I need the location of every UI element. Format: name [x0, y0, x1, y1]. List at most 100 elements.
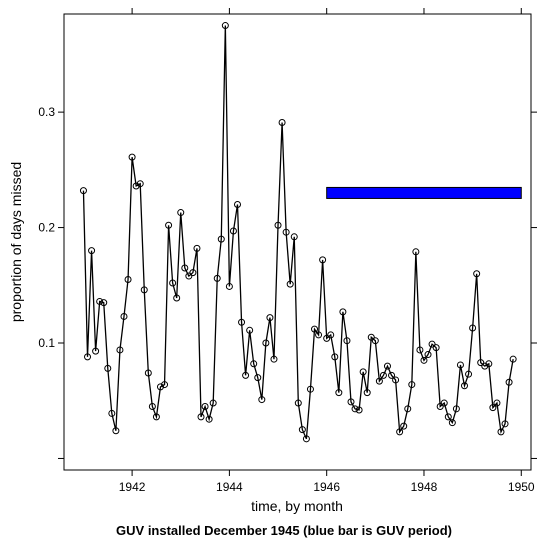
- chart-caption: GUV installed December 1945 (blue bar is…: [116, 523, 452, 538]
- data-point: [189, 269, 197, 277]
- data-point: [424, 351, 432, 359]
- data-point: [209, 399, 217, 407]
- data-point: [367, 333, 375, 341]
- x-tick-label: 1948: [411, 480, 438, 494]
- data-point: [120, 312, 128, 320]
- data-point: [108, 409, 116, 417]
- data-point: [363, 389, 371, 397]
- data-point: [383, 362, 391, 370]
- data-point: [311, 325, 319, 333]
- data-point: [428, 340, 436, 348]
- data-point: [229, 227, 237, 235]
- data-point: [505, 378, 513, 386]
- data-point: [84, 353, 92, 361]
- data-point: [148, 403, 156, 411]
- x-tick-label: 1950: [508, 480, 535, 494]
- data-point: [193, 244, 201, 252]
- data-point: [169, 279, 177, 287]
- data-point: [473, 270, 481, 278]
- data-point: [444, 413, 452, 421]
- data-point: [298, 426, 306, 434]
- series-line: [82, 25, 514, 440]
- data-point: [355, 406, 363, 414]
- data-point: [246, 326, 254, 334]
- data-point: [392, 376, 400, 384]
- data-point: [262, 339, 270, 347]
- data-point: [165, 221, 173, 229]
- data-point: [254, 374, 262, 382]
- data-point: [359, 368, 367, 376]
- data-point: [92, 347, 100, 355]
- data-point: [144, 369, 152, 377]
- data-point: [112, 427, 120, 435]
- data-point: [152, 413, 160, 421]
- data-point: [250, 360, 258, 368]
- data-point: [379, 371, 387, 379]
- data-point: [124, 276, 132, 284]
- data-point: [351, 405, 359, 413]
- x-axis-label: time, by month: [251, 498, 343, 514]
- data-point: [331, 353, 339, 361]
- data-point: [221, 22, 229, 30]
- data-point: [420, 356, 428, 364]
- data-point: [485, 360, 493, 368]
- data-point: [100, 299, 108, 307]
- data-point: [274, 221, 282, 229]
- data-point: [213, 274, 221, 282]
- axis-ticks: 1942 1944 1946 1948 1950 0.1 0.2 0.3: [38, 8, 537, 494]
- data-point: [375, 377, 383, 385]
- data-point: [440, 399, 448, 407]
- data-point: [96, 297, 104, 305]
- data-point: [452, 405, 460, 413]
- x-tick-label: 1944: [216, 480, 243, 494]
- guv-period-layer: [326, 186, 522, 199]
- data-point: [161, 381, 169, 389]
- data-point: [88, 247, 96, 255]
- data-point: [501, 420, 509, 428]
- guv-period-bar: [326, 186, 522, 199]
- data-point: [315, 331, 323, 339]
- data-point: [432, 344, 440, 352]
- data-point: [371, 337, 379, 345]
- data-point: [497, 428, 505, 436]
- data-point: [290, 233, 298, 241]
- data-point: [258, 396, 266, 404]
- data-point: [185, 272, 193, 280]
- data-point: [225, 282, 233, 290]
- data-point: [416, 346, 424, 354]
- data-point: [242, 371, 250, 379]
- data-point: [205, 415, 213, 423]
- data-point: [335, 389, 343, 397]
- data-point: [306, 385, 314, 393]
- data-point: [177, 209, 185, 217]
- data-point: [238, 318, 246, 326]
- data-point: [509, 355, 517, 363]
- data-point: [116, 346, 124, 354]
- x-tick-label: 1942: [119, 480, 146, 494]
- data-point: [294, 399, 302, 407]
- data-point: [448, 419, 456, 427]
- data-point: [461, 382, 468, 390]
- data-point: [156, 383, 164, 391]
- series-layer: [79, 22, 517, 443]
- x-tick-label: 1946: [313, 480, 340, 494]
- data-point: [132, 182, 140, 190]
- data-point: [278, 119, 286, 127]
- data-point: [404, 405, 412, 413]
- data-point: [302, 435, 310, 443]
- data-point: [412, 248, 420, 256]
- y-axis-label: proportion of days missed: [8, 162, 24, 322]
- data-point: [197, 413, 205, 421]
- y-tick-label: 0.3: [38, 105, 55, 119]
- data-point: [388, 371, 396, 379]
- data-point: [323, 334, 331, 342]
- data-point: [282, 228, 290, 236]
- data-point: [339, 308, 347, 316]
- data-point: [217, 235, 225, 243]
- data-point: [128, 153, 136, 161]
- data-point: [477, 359, 485, 367]
- data-point: [347, 398, 355, 406]
- data-point: [79, 187, 87, 195]
- data-point: [136, 180, 144, 188]
